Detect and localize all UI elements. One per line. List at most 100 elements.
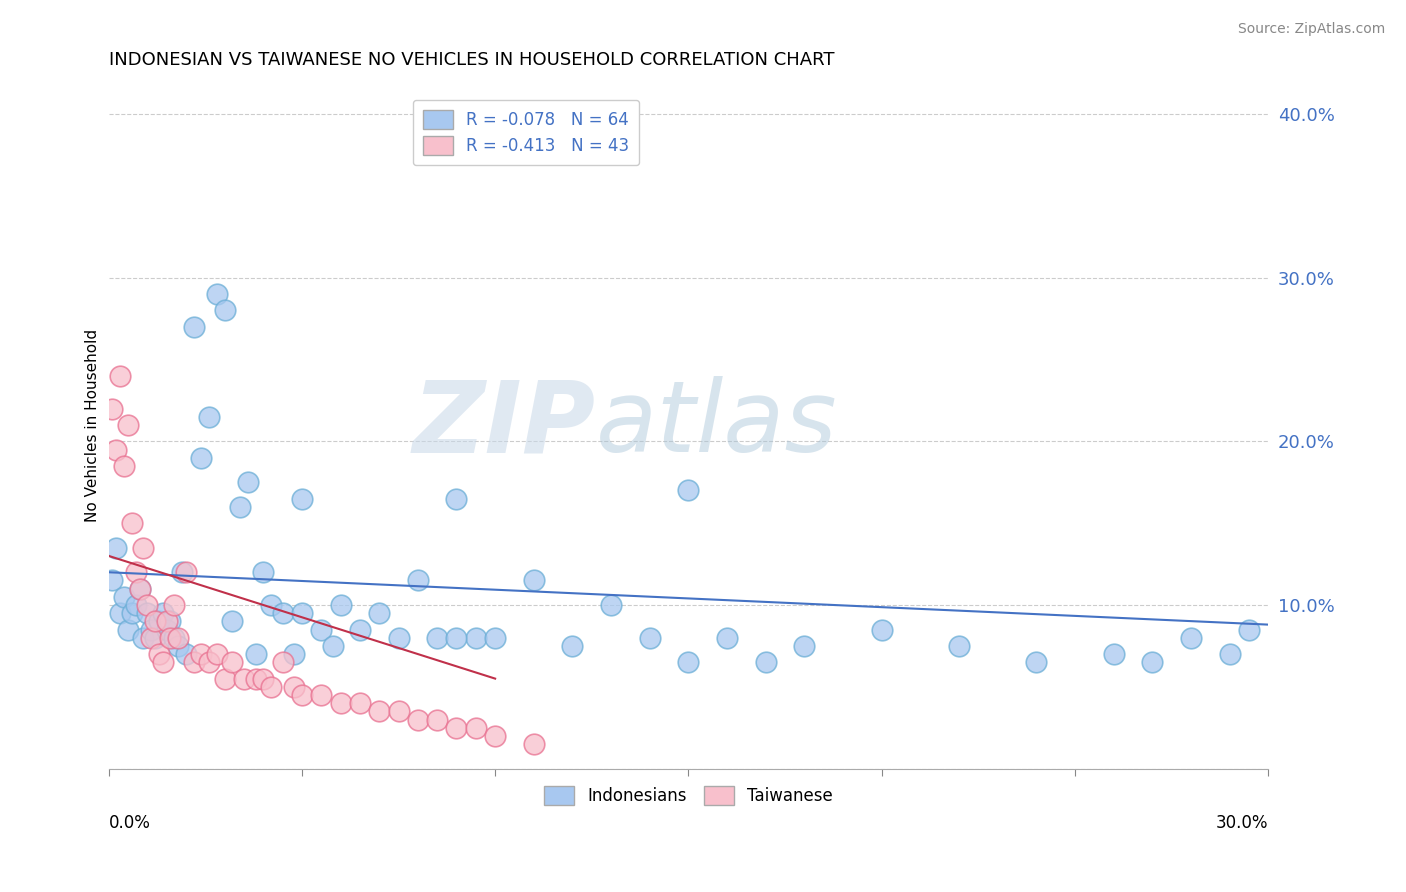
Point <box>128 582 150 596</box>
Point <box>152 606 174 620</box>
Point <box>229 500 252 514</box>
Point <box>132 541 155 555</box>
Text: INDONESIAN VS TAIWANESE NO VEHICLES IN HOUSEHOLD CORRELATION CHART: INDONESIAN VS TAIWANESE NO VEHICLES IN H… <box>108 51 834 69</box>
Text: 30.0%: 30.0% <box>1216 814 1268 832</box>
Point <box>291 606 314 620</box>
Point <box>523 574 546 588</box>
Y-axis label: No Vehicles in Household: No Vehicles in Household <box>86 328 100 522</box>
Point <box>1025 655 1047 669</box>
Point <box>198 655 221 669</box>
Point <box>132 631 155 645</box>
Point <box>406 713 429 727</box>
Point <box>1140 655 1163 669</box>
Point <box>271 606 294 620</box>
Point <box>245 647 267 661</box>
Point <box>260 598 283 612</box>
Point <box>716 631 738 645</box>
Point <box>190 450 212 465</box>
Point <box>1218 647 1240 661</box>
Point <box>260 680 283 694</box>
Point <box>309 688 332 702</box>
Point <box>638 631 661 645</box>
Point <box>205 287 228 301</box>
Point <box>183 655 205 669</box>
Text: Source: ZipAtlas.com: Source: ZipAtlas.com <box>1237 22 1385 37</box>
Point <box>105 442 128 457</box>
Point <box>163 631 186 645</box>
Point <box>205 647 228 661</box>
Point <box>252 672 274 686</box>
Point <box>155 623 177 637</box>
Point <box>101 574 124 588</box>
Point <box>464 631 486 645</box>
Point <box>112 590 135 604</box>
Point <box>236 475 259 490</box>
Text: ZIP: ZIP <box>412 376 596 474</box>
Point <box>214 672 236 686</box>
Point <box>221 655 243 669</box>
Point <box>678 483 700 498</box>
Legend: Indonesians, Taiwanese: Indonesians, Taiwanese <box>537 780 839 812</box>
Point <box>755 655 778 669</box>
Point <box>221 615 243 629</box>
Point <box>322 639 344 653</box>
Point <box>183 319 205 334</box>
Point <box>167 631 190 645</box>
Point <box>426 631 449 645</box>
Point <box>159 615 181 629</box>
Point <box>214 303 236 318</box>
Point <box>112 458 135 473</box>
Point <box>252 566 274 580</box>
Point <box>426 713 449 727</box>
Point <box>117 623 139 637</box>
Point <box>148 647 170 661</box>
Point <box>159 631 181 645</box>
Point <box>143 631 166 645</box>
Point <box>283 647 305 661</box>
Point <box>167 639 190 653</box>
Point <box>136 606 159 620</box>
Text: atlas: atlas <box>596 376 837 474</box>
Point <box>121 606 143 620</box>
Point <box>198 409 221 424</box>
Point <box>125 598 148 612</box>
Point <box>406 574 429 588</box>
Point <box>329 696 352 710</box>
Point <box>174 566 197 580</box>
Point <box>117 417 139 432</box>
Point <box>232 672 254 686</box>
Point <box>110 606 132 620</box>
Point <box>1102 647 1125 661</box>
Point <box>464 721 486 735</box>
Point <box>368 704 391 718</box>
Point <box>155 615 177 629</box>
Point <box>1237 623 1260 637</box>
Point <box>387 704 409 718</box>
Point <box>291 688 314 702</box>
Point <box>870 623 893 637</box>
Point <box>561 639 583 653</box>
Point <box>283 680 305 694</box>
Point <box>271 655 294 669</box>
Point <box>446 721 468 735</box>
Point <box>136 598 159 612</box>
Point <box>110 368 132 383</box>
Point <box>309 623 332 637</box>
Point <box>163 598 186 612</box>
Point <box>446 491 468 506</box>
Point <box>245 672 267 686</box>
Point <box>121 516 143 531</box>
Point <box>105 541 128 555</box>
Point <box>128 582 150 596</box>
Point <box>152 655 174 669</box>
Point <box>600 598 623 612</box>
Point <box>143 615 166 629</box>
Point <box>101 401 124 416</box>
Point <box>170 566 193 580</box>
Point <box>190 647 212 661</box>
Point <box>484 729 506 743</box>
Point <box>446 631 468 645</box>
Point <box>349 623 371 637</box>
Point <box>368 606 391 620</box>
Point <box>523 737 546 751</box>
